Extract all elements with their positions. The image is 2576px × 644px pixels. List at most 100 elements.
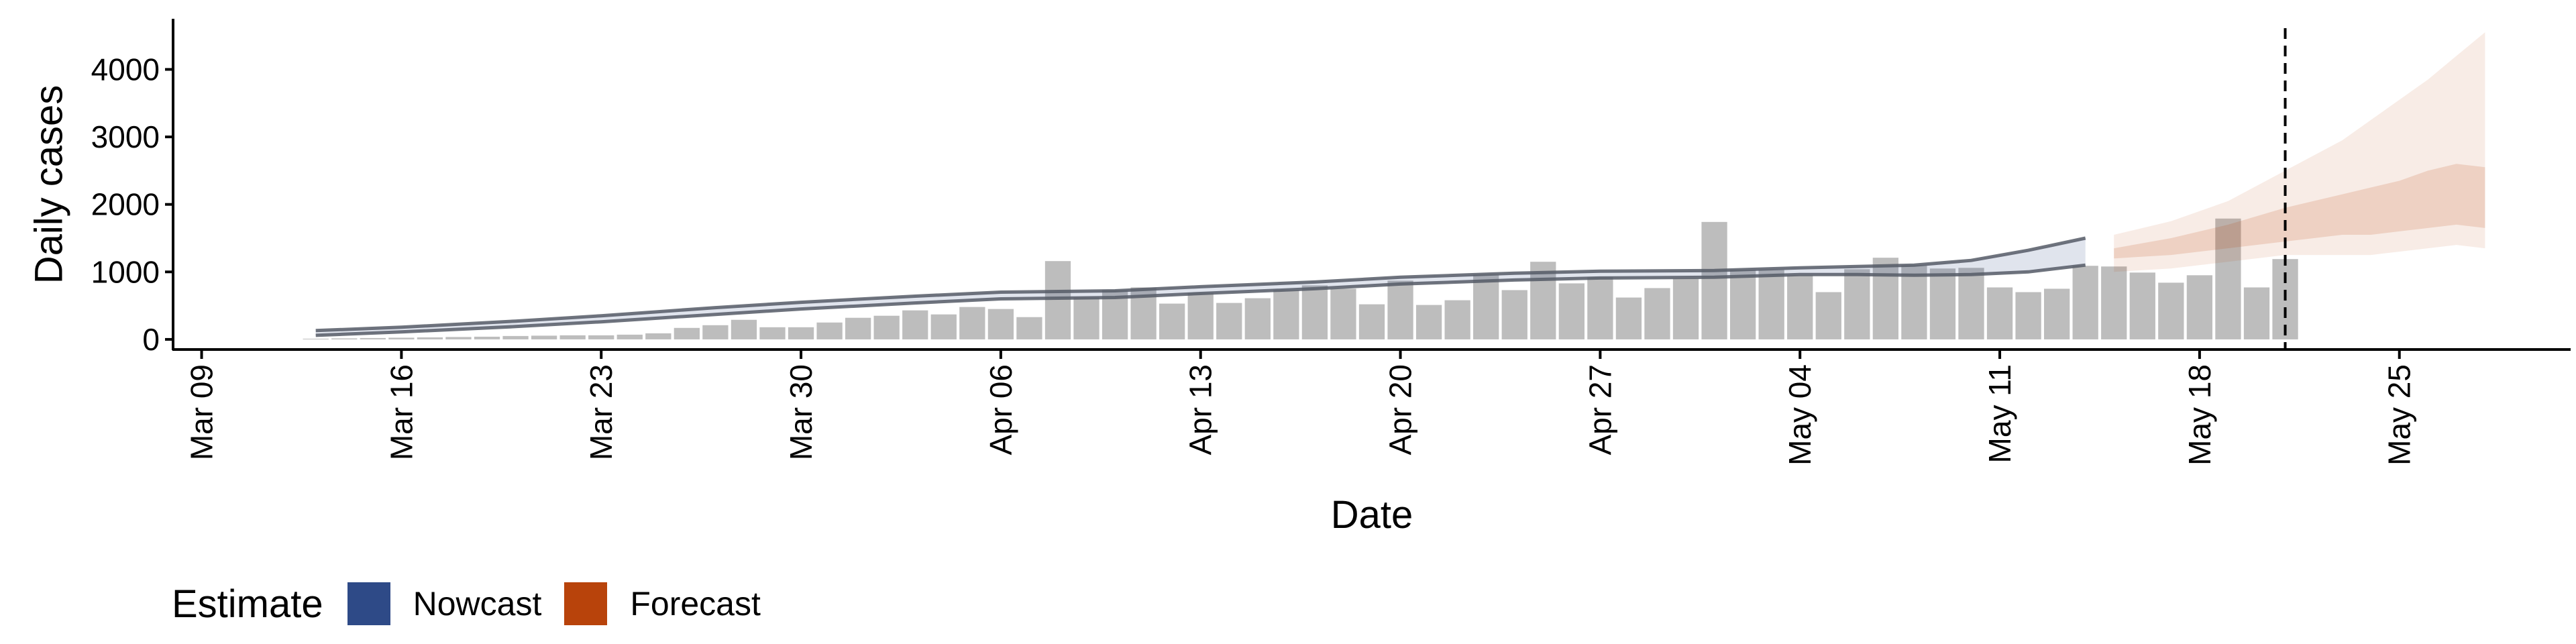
legend-title: Estimate	[172, 582, 323, 626]
y-tick-label: 3000	[91, 119, 160, 154]
bar	[1615, 297, 1642, 339]
bar	[588, 335, 614, 339]
legend: Estimate Nowcast Forecast	[172, 572, 784, 636]
bar	[1301, 285, 1328, 339]
bar	[1558, 283, 1585, 339]
bar	[2101, 266, 2127, 339]
legend-label-nowcast: Nowcast	[413, 585, 542, 623]
bars-layer	[303, 218, 2298, 339]
bar	[987, 309, 1014, 339]
x-tick-label: Apr 27	[1582, 364, 1617, 455]
axes-layer	[172, 19, 2571, 351]
bar	[1187, 292, 1214, 339]
bar	[1016, 317, 1042, 339]
nowcast-upper-line	[315, 236, 2086, 333]
forecast-outer-band	[2114, 32, 2485, 272]
bar	[959, 307, 985, 339]
bar	[902, 310, 928, 339]
bar	[2072, 266, 2098, 339]
bar	[1358, 304, 1385, 339]
bar	[1444, 300, 1470, 339]
bar	[2015, 292, 2041, 339]
bar	[1958, 268, 1984, 339]
bar	[731, 319, 757, 339]
bar	[1159, 303, 1185, 339]
x-tick-label: Apr 06	[983, 364, 1018, 455]
bar	[1530, 262, 1556, 339]
bar	[2186, 275, 2213, 339]
y-tick-label: 2000	[91, 187, 160, 222]
bar	[873, 315, 900, 339]
bar	[531, 335, 557, 339]
legend-key-nowcast	[347, 582, 390, 625]
bar	[1501, 290, 1527, 339]
bar	[1872, 258, 1899, 339]
bar	[1644, 288, 1670, 339]
bar	[388, 337, 415, 339]
x-tick-label: Apr 13	[1183, 364, 1218, 455]
bar	[702, 325, 729, 339]
bar	[1044, 261, 1071, 339]
x-tick-label: May 04	[1782, 364, 1817, 466]
bar	[1929, 268, 1956, 339]
bar	[360, 337, 386, 339]
bar	[2243, 287, 2270, 339]
legend-key-forecast	[564, 582, 608, 625]
y-tick-label: 1000	[91, 254, 160, 289]
bar	[1758, 270, 1784, 339]
y-tick-layer: 0 1000 2000 3000 4000	[91, 52, 173, 357]
bar	[930, 314, 957, 339]
bar	[1273, 290, 1299, 339]
bar	[674, 327, 700, 339]
bar	[1587, 277, 1613, 339]
x-tick-label: Mar 09	[184, 364, 219, 460]
legend-item-nowcast: Nowcast	[347, 582, 542, 625]
bar	[1330, 288, 1356, 339]
x-tick-layer: Mar 09 Mar 16 Mar 23 Mar 30 Apr 06 Apr 13 Apr …	[184, 350, 2417, 466]
x-tick-label: Apr 20	[1383, 364, 1418, 455]
bar	[474, 336, 500, 339]
bar	[2129, 272, 2155, 339]
bar	[331, 338, 358, 339]
bar	[1901, 265, 1927, 339]
bar	[502, 335, 529, 339]
bar	[445, 337, 472, 339]
y-tick-label: 4000	[91, 52, 160, 87]
x-tick-label: May 11	[1982, 364, 2017, 463]
forecast-inner-band	[2114, 164, 2485, 259]
y-axis-title: Daily cases	[27, 85, 70, 284]
bar	[1244, 298, 1271, 339]
bar	[645, 333, 672, 339]
bar	[759, 327, 786, 339]
bar	[1387, 280, 1413, 339]
nowcast-lower-line	[315, 263, 2086, 337]
bar	[2215, 218, 2241, 339]
bar	[559, 335, 586, 339]
bar	[417, 337, 443, 339]
bar	[1473, 274, 1499, 339]
bar	[1787, 275, 1813, 339]
x-tick-label: Mar 16	[384, 364, 419, 460]
bar	[1986, 287, 2013, 339]
bar	[616, 334, 643, 339]
bar	[1672, 278, 1699, 339]
bar	[2043, 288, 2070, 339]
x-tick-label: Mar 30	[784, 364, 818, 460]
bar	[1216, 303, 1242, 339]
bar	[816, 322, 843, 339]
legend-label-forecast: Forecast	[630, 585, 761, 623]
x-tick-label: May 18	[2182, 364, 2217, 466]
bar	[1415, 305, 1442, 339]
bar	[1844, 269, 1870, 339]
bar	[2158, 282, 2184, 339]
bar	[788, 327, 814, 339]
bands-layer	[315, 32, 2485, 337]
legend-item-forecast: Forecast	[564, 582, 761, 625]
bar	[1701, 221, 1727, 339]
bar	[845, 317, 871, 339]
bar	[1815, 292, 1841, 339]
x-axis-title: Date	[1331, 493, 1413, 537]
x-tick-label: Mar 23	[584, 364, 619, 460]
x-tick-label: May 25	[2382, 364, 2417, 466]
